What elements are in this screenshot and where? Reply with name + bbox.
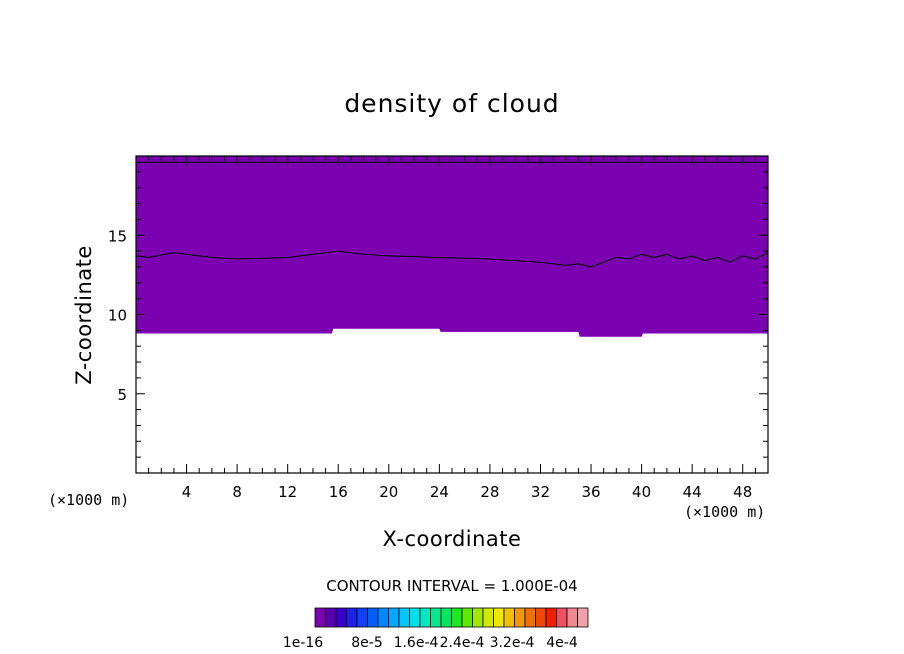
x-tick-label: 20 — [379, 483, 398, 501]
x-tick-label: 44 — [683, 483, 702, 501]
x-tick-label: 16 — [329, 483, 348, 501]
y-tick-label: 10 — [108, 307, 127, 325]
colorbar-swatch — [556, 607, 568, 628]
y-tick-label: 5 — [117, 386, 127, 404]
colorbar-label: 3.2e-4 — [490, 635, 535, 651]
colorbar-swatch — [367, 607, 379, 628]
colorbar-swatch — [577, 607, 589, 628]
x-tick-label: 40 — [632, 483, 651, 501]
colorbar-swatch — [314, 607, 326, 628]
colorbar-swatch — [472, 607, 484, 628]
x-tick-label: 4 — [182, 483, 192, 501]
colorbar-swatch — [430, 607, 442, 628]
colorbar-swatch — [461, 607, 473, 628]
colorbar-swatch — [482, 607, 494, 628]
contour-line-2 — [135, 250, 769, 268]
colorbar-swatch — [545, 607, 557, 628]
colorbar: 1e-16 8e-5 1.6e-4 2.4e-4 3.2e-4 4e-4 — [283, 607, 589, 651]
colorbar-swatch — [535, 607, 547, 628]
x-tick-label: 12 — [278, 483, 297, 501]
colorbar-swatch — [451, 607, 463, 628]
x-axis-unit-label: (×1000 m) — [684, 503, 765, 521]
colorbar-swatch — [493, 607, 505, 628]
plot-area — [135, 156, 769, 337]
colorbar-swatch — [325, 607, 337, 628]
x-tick-label: 28 — [480, 483, 499, 501]
x-axis-title: X-coordinate — [383, 527, 522, 551]
y-axis-unit-label: (×1000 m) — [48, 491, 129, 509]
colorbar-label: 4e-4 — [546, 635, 578, 651]
x-tick-label: 36 — [581, 483, 600, 501]
x-tick-label: 48 — [733, 483, 752, 501]
colorbar-swatch — [419, 607, 431, 628]
colorbar-swatch — [398, 607, 410, 628]
colorbar-swatch — [440, 607, 452, 628]
chart-title: density of cloud — [344, 89, 559, 118]
colorbar-label: 1e-16 — [283, 635, 323, 651]
cloud-layer-9 — [136, 156, 768, 337]
x-tick-label: 32 — [531, 483, 550, 501]
colorbar-swatch — [356, 607, 368, 628]
colorbar-label: 1.6e-4 — [394, 635, 439, 651]
colorbar-label: 2.4e-4 — [440, 635, 485, 651]
x-tick-label: 8 — [232, 483, 242, 501]
y-tick-label: 15 — [108, 227, 127, 245]
x-tick-label: 24 — [430, 483, 449, 501]
colorbar-swatch — [388, 607, 400, 628]
colorbar-swatch — [409, 607, 421, 628]
colorbar-swatch — [335, 607, 347, 628]
colorbar-label: 8e-5 — [351, 635, 382, 651]
y-axis-title: Z-coordinate — [72, 245, 96, 385]
colorbar-swatch — [503, 607, 515, 628]
colorbar-swatch — [346, 607, 358, 628]
colorbar-swatch — [566, 607, 578, 628]
colorbar-swatch — [514, 607, 526, 628]
colorbar-swatch — [524, 607, 536, 628]
contour-interval-label: CONTOUR INTERVAL = 1.000E-04 — [326, 577, 577, 595]
colorbar-swatch — [377, 607, 389, 628]
